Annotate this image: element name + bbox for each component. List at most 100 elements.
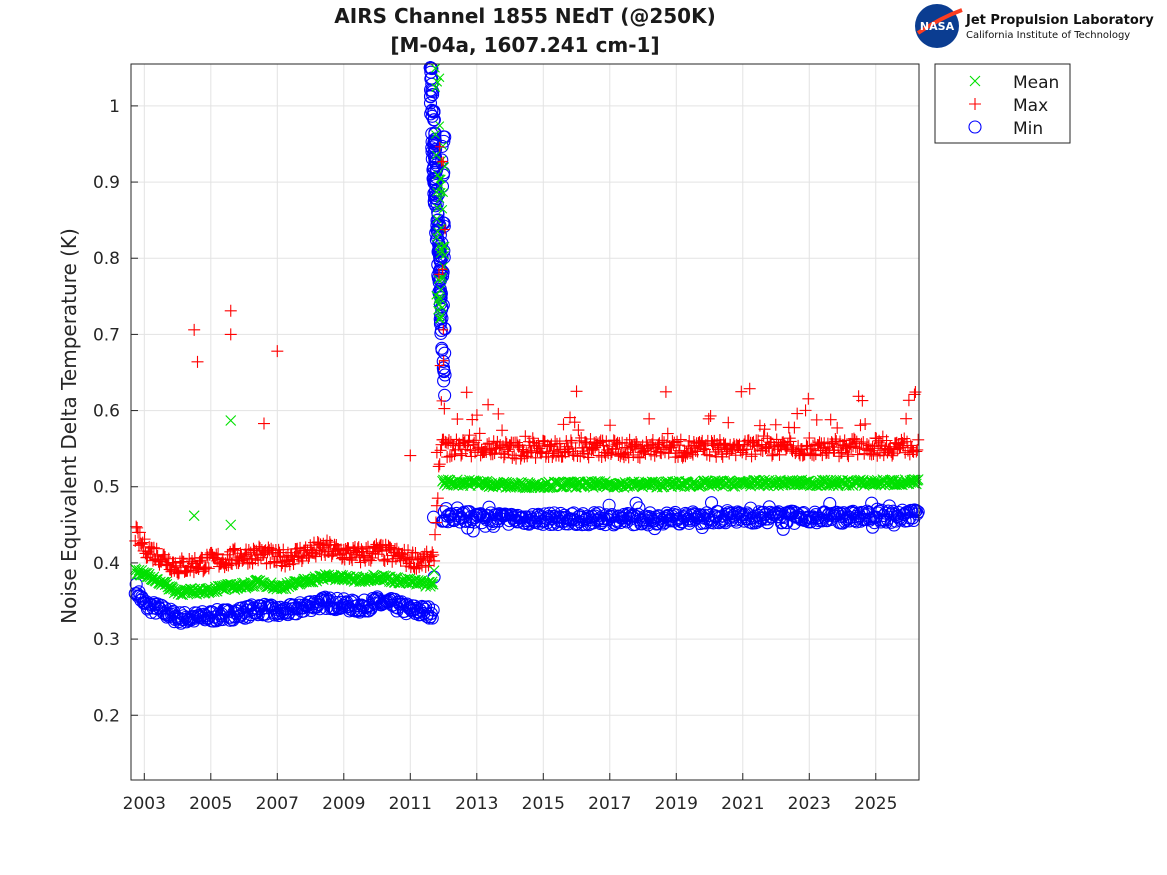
data-point-max [848,433,861,446]
anomaly-point-mean [440,250,450,260]
anomaly-point-min [428,127,442,141]
anomaly-point-mean [435,314,444,324]
anomaly-point-mean [431,130,440,139]
x-tick-label: 2007 [256,794,299,814]
data-point-max [212,547,225,560]
legend-symbol [969,75,981,87]
anomaly-point-mean [436,223,446,233]
data-point-max [898,432,911,445]
anomaly-point-mean [434,292,444,302]
data-point-max [708,434,721,447]
data-point-max [773,448,786,461]
data-point-min [425,611,439,625]
x-tick-label: 2009 [322,794,365,814]
data-point-max [842,450,855,463]
anomaly-point-mean [431,83,441,93]
anomaly-point-mean [435,73,445,83]
data-point-max [799,404,812,417]
outlier-point-max [191,355,204,368]
data-point-max [740,443,753,456]
data-point-max [366,547,379,560]
anomaly-point-mean [439,188,449,198]
data-point-max [194,554,207,567]
data-point-max [672,439,685,452]
data-point-max [695,437,708,450]
data-point-max [192,562,205,575]
data-point-max [810,413,823,426]
data-point-max [402,544,415,557]
y-tick-label: 0.9 [93,173,120,193]
data-point-max [186,555,199,568]
jpl-subtitle: California Institute of Technology [966,30,1130,41]
data-point-max [912,433,925,446]
data-point-min [673,517,687,531]
x-tick-label: 2013 [455,794,498,814]
plot-frame [130,63,920,781]
data-point-max [754,444,767,457]
data-point-max [566,448,579,461]
legend-symbol [969,98,981,110]
data-point-max [172,567,185,580]
data-point-max [438,402,451,415]
anomaly-point-min [425,141,439,155]
anomaly-point-min [427,105,441,119]
data-point-max [473,427,486,440]
data-point-max [617,448,630,461]
data-point-mean [724,475,736,487]
data-point-max [343,552,356,565]
data-point-max [668,436,681,449]
data-point-max [138,533,151,546]
data-point-mean [425,578,437,590]
anomaly-point-max [440,224,450,235]
data-point-max [431,492,444,505]
anomaly-point-max [437,264,448,275]
data-point-min [910,507,924,521]
data-point-mean [713,476,725,487]
data-point-max [547,447,560,460]
y-tick-label: 0.6 [93,402,120,422]
legend-box [934,63,1071,144]
data-point-max [900,412,913,425]
anomaly-point-mean [438,241,448,251]
data-point-min [466,524,480,538]
plot-area [131,64,919,780]
data-point-mean [799,476,811,488]
anomaly-point-mean [438,204,448,214]
data-point-max [532,437,545,450]
data-point-max [135,538,148,551]
data-point-max [874,436,887,449]
data-point-max [766,448,779,461]
data-point-mean [912,474,924,485]
data-point-mean [759,474,770,486]
chart-title-line2: [M-04a, 1607.241 cm-1] [390,33,659,57]
data-point-min [362,604,376,618]
x-axis-ticks: 2003 2005 2007 2009 2011 2013 2015 2017 2019 2021… [123,773,897,814]
anomaly-point-min [437,374,451,388]
data-point-min [591,513,605,527]
legend-marker-min [968,120,982,134]
y-tick-label: 0.7 [93,325,120,345]
data-point-max [299,541,312,554]
data-point-max [375,545,388,558]
data-point-min [702,509,716,523]
anomaly-point-mean [431,63,440,73]
data-point-max [570,385,583,398]
outlier-point-mean [225,415,237,426]
data-point-max [549,435,562,448]
data-point-max [623,433,636,446]
data-point-max [432,460,445,473]
data-point-max [643,412,656,425]
data-point-max [323,536,336,549]
y-axis-label: Noise Equivalent Delta Temperature (K) [57,228,81,624]
data-point-max [253,540,266,553]
anomaly-point-mean [433,203,442,213]
y-tick-label: 0.5 [93,478,120,498]
data-point-mean [856,476,868,488]
data-point-max [247,542,260,555]
data-point-mean [491,480,502,492]
data-point-max [586,442,599,455]
data-point-max [610,438,623,451]
data-point-max [470,409,483,422]
data-point-max [418,548,431,561]
anomaly-point-mean [432,233,441,242]
